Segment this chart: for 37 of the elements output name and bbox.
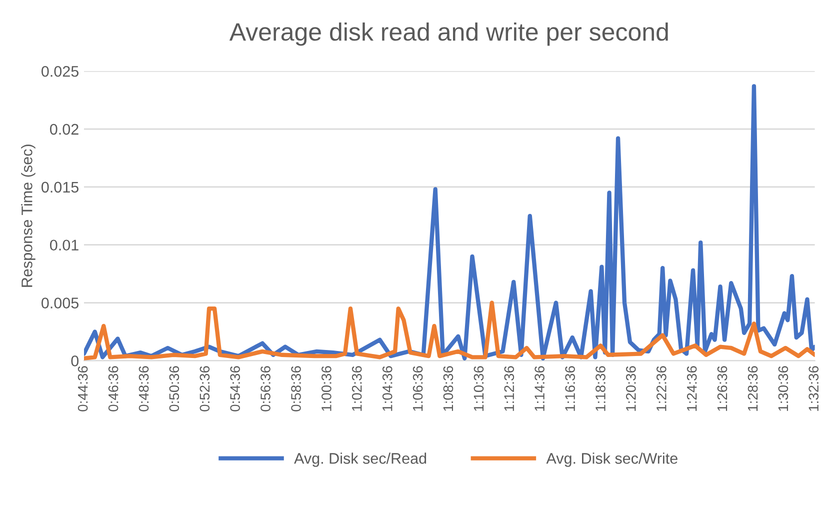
x-tick-label: 0:54:36 [230, 366, 240, 412]
x-tick-label: 1:16:36 [565, 366, 575, 411]
y-tick-label: 0.01 [50, 240, 78, 251]
x-tick-label: 1:14:36 [534, 366, 544, 411]
x-tick-label: 1:24:36 [686, 366, 697, 411]
x-tick-label: 1:32:36 [808, 366, 819, 411]
y-tick-label: 0.015 [42, 182, 78, 193]
x-tick-label: 1:18:36 [596, 366, 606, 411]
x-tick-label: 0:56:36 [260, 366, 270, 412]
x-tick-label: 0:44:36 [78, 366, 88, 412]
legend-label: Avg. Disk sec/Read [294, 452, 426, 467]
y-tick-label: 0.005 [42, 298, 78, 308]
line-series [84, 300, 815, 360]
x-tick-label: 1:30:36 [778, 366, 788, 411]
x-tick-label: 1:00:36 [322, 366, 332, 411]
x-tick-label: 1:06:36 [412, 366, 423, 411]
x-tick-label: 1:20:36 [626, 366, 636, 411]
chart-title: Average disk read and write per second [229, 22, 668, 46]
x-tick-label: 1:12:36 [504, 366, 514, 411]
y-axis-title: Response Time (sec) [21, 144, 36, 287]
x-tick-label: 1:02:36 [352, 366, 362, 411]
x-tick-label: 1:28:36 [748, 366, 758, 411]
x-tick-label: 1:10:36 [474, 366, 484, 411]
x-tick-label: 1:26:36 [717, 366, 728, 411]
y-tick-label: 0.02 [50, 124, 78, 135]
y-tick-label: 0.025 [42, 66, 78, 77]
x-tick-label: 0:48:36 [138, 366, 149, 412]
x-tick-label: 0:46:36 [108, 366, 118, 412]
y-tick-label: 0 [71, 356, 79, 366]
x-tick-label: 0:50:36 [169, 366, 180, 412]
x-tick-label: 1:22:36 [656, 366, 666, 411]
x-tick-label: 1:04:36 [382, 366, 392, 411]
legend-label: Avg. Disk sec/Write [546, 452, 678, 467]
x-tick-label: 1:08:36 [443, 366, 454, 411]
line-series [84, 84, 815, 360]
x-tick-label: 0:52:36 [200, 366, 210, 412]
x-tick-label: 0:58:36 [291, 366, 301, 412]
